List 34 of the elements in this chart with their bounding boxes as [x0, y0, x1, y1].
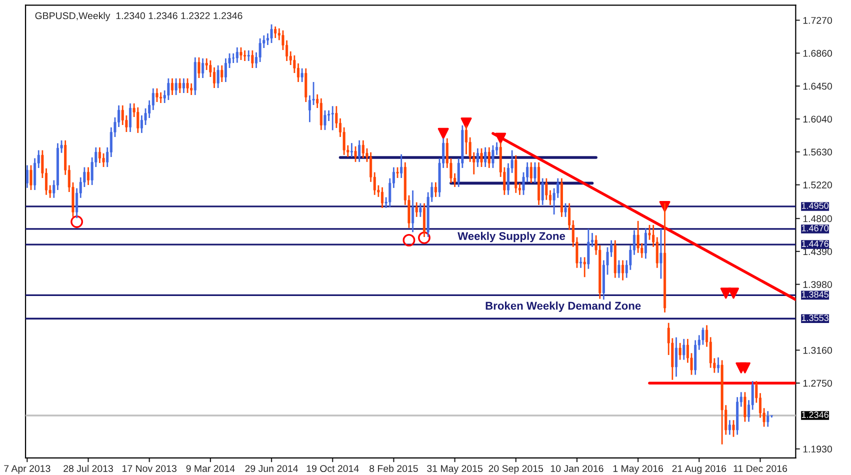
y-tick-label: 1.3980	[803, 281, 832, 288]
x-tick-label: 29 Jun 2014	[245, 465, 298, 472]
y-tick-label: 1.4800	[803, 215, 832, 222]
x-tick-label: 9 Mar 2014	[186, 465, 235, 472]
text: GBPUSD,Weekly 1.2340 1.2346 1.2322 1.2346	[35, 12, 242, 22]
y-tick-label: 1.6450	[803, 82, 832, 90]
x-tick-label: 20 Sep 2015	[488, 465, 544, 474]
x-tick-label: 11 Dec 2016	[734, 465, 788, 472]
y-tick-label: 1.5630	[803, 148, 832, 156]
annotation: Broken Weekly Demand Zone	[486, 302, 641, 312]
x-tick-label: 17 Nov 2013	[122, 465, 176, 472]
ref-line-label: 1.4476	[802, 240, 828, 247]
y-tick-label: 1.5220	[803, 182, 832, 188]
ref-line-label: 1.4670	[802, 224, 828, 232]
x-tick-label: 19 Oct 2014	[306, 465, 359, 472]
x-tick-label: 7 Apr 2013	[4, 465, 50, 474]
y-tick-label: 1.2750	[803, 380, 832, 387]
ref-line-label: 1.2346	[802, 412, 828, 418]
ref-line-label: 1.3845	[802, 291, 828, 298]
x-tick-label: 31 May 2015	[427, 465, 482, 474]
ref-line-label: 1.4950	[802, 202, 828, 209]
y-tick-label: 1.7270	[803, 16, 832, 24]
x-tick-label: 10 Jan 2016	[550, 465, 604, 472]
ref-line-label: 1.3553	[802, 314, 828, 322]
y-tick-label: 1.6040	[803, 116, 832, 123]
y-tick-label: 1.6860	[803, 50, 832, 57]
y-tick-label: 1.4390	[803, 248, 832, 256]
y-tick-label: 1.1930	[803, 446, 832, 453]
x-tick-label: 28 Jul 2013	[64, 464, 113, 472]
annotation: Weekly Supply Zone	[458, 232, 566, 242]
x-tick-label: 21 Aug 2016	[672, 465, 726, 474]
y-tick-label: 1.3160	[803, 346, 832, 354]
x-tick-label: 8 Feb 2015	[370, 464, 418, 472]
x-tick-label: 1 May 2016	[613, 465, 664, 474]
